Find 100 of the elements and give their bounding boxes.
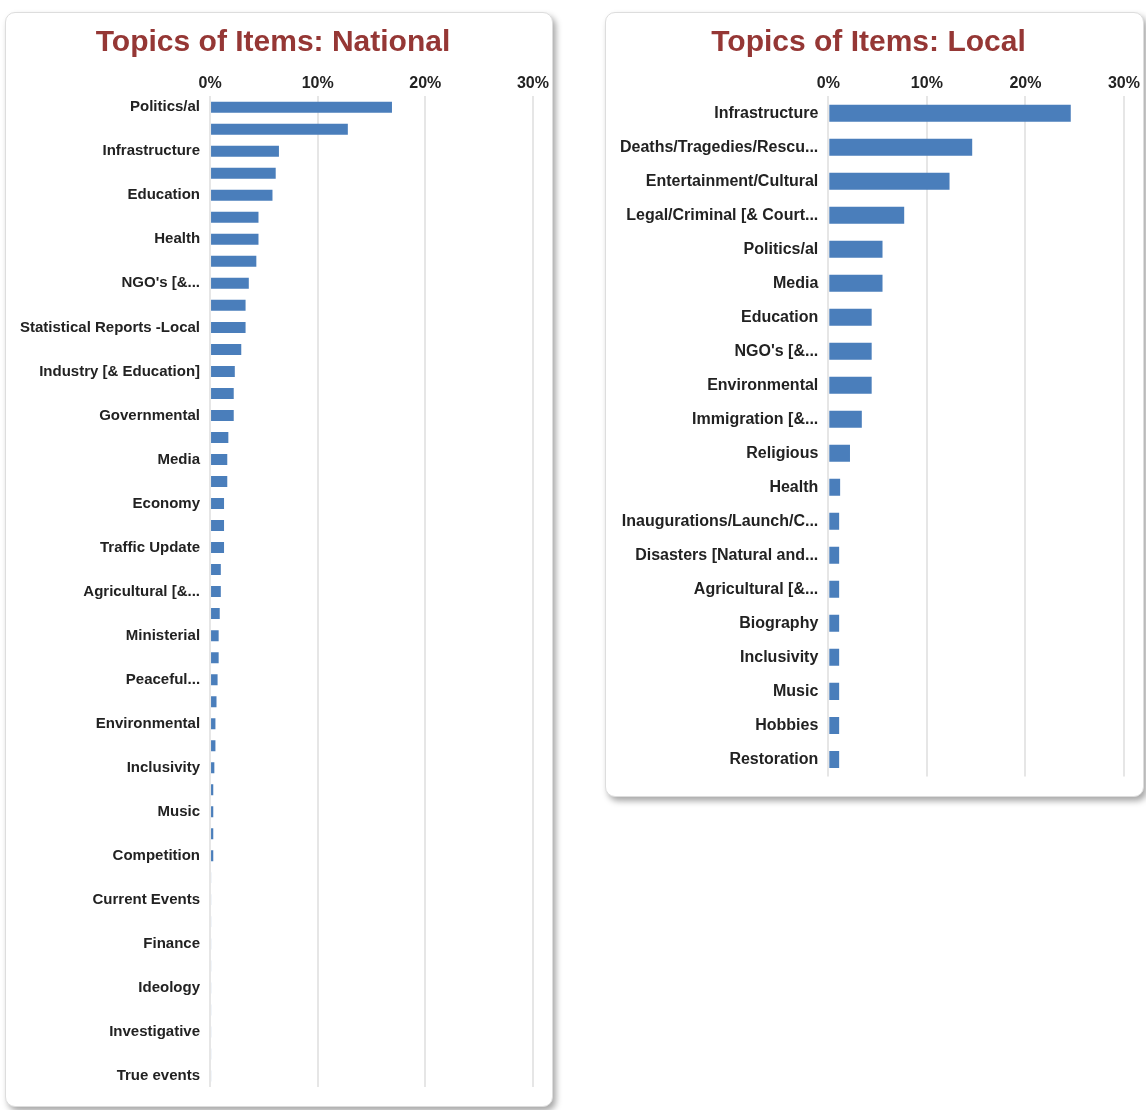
y-tick-label: Religious	[746, 443, 819, 461]
y-tick-label: Inclusivity	[740, 647, 819, 665]
bar	[211, 431, 229, 443]
bar	[829, 342, 872, 360]
bar	[211, 343, 242, 355]
bar	[829, 104, 1071, 122]
bar	[211, 762, 215, 774]
bar	[211, 255, 257, 267]
y-tick-label: NGO's [&...	[121, 273, 201, 291]
bar	[211, 167, 276, 179]
bar	[211, 453, 228, 465]
chart-title: Topics of Items: National	[95, 24, 451, 58]
bar	[211, 365, 235, 377]
y-tick-label: True events	[116, 1066, 201, 1084]
bar	[829, 376, 872, 394]
y-tick-label: Agricultural [&...	[83, 581, 201, 599]
bar	[211, 498, 225, 510]
y-tick-label: Disasters [Natural and...	[635, 545, 819, 563]
bar	[211, 476, 228, 488]
bar	[829, 546, 840, 564]
bar	[211, 409, 234, 421]
x-tick-label: 0%	[198, 74, 222, 92]
y-tick-label: Ideology	[138, 978, 201, 996]
bar	[211, 233, 259, 245]
bar	[829, 206, 905, 224]
y-tick-label: Music	[157, 801, 201, 819]
chart-title: Topics of Items: Local	[711, 24, 1026, 58]
x-tick-label: 20%	[409, 74, 442, 92]
y-tick-label: Statistical Reports -Local	[20, 317, 201, 335]
bar	[211, 674, 218, 686]
bar	[211, 123, 348, 135]
y-tick-label: Environmental	[707, 375, 819, 393]
bar	[829, 240, 883, 258]
bar	[829, 444, 850, 462]
bar	[829, 172, 950, 190]
y-tick-label: NGO's [&...	[734, 341, 819, 359]
bar	[211, 189, 273, 201]
bar	[211, 520, 225, 532]
bar	[829, 274, 883, 292]
bar	[829, 648, 840, 666]
bar	[211, 542, 225, 554]
y-tick-label: Media	[772, 273, 819, 291]
y-tick-label: Politics/al	[130, 97, 201, 115]
bar	[829, 750, 840, 768]
y-tick-label: Health	[769, 477, 819, 495]
y-tick-label: Economy	[132, 493, 201, 511]
y-tick-label: Environmental	[95, 713, 201, 731]
y-tick-label: Entertainment/Cultural	[645, 171, 819, 189]
bar	[829, 716, 840, 734]
y-tick-label: Education	[740, 307, 819, 325]
y-tick-label: Politics/al	[743, 239, 819, 257]
bar	[211, 387, 234, 399]
y-tick-label: Competition	[112, 845, 201, 863]
y-tick-label: Biography	[739, 613, 819, 631]
y-tick-label: Health	[154, 229, 201, 247]
y-tick-label: Traffic Update	[100, 537, 201, 555]
bar	[211, 608, 220, 620]
y-tick-label: Agricultural [&...	[693, 579, 819, 597]
y-tick-label: Immigration [&...	[692, 409, 819, 427]
y-tick-label: Ministerial	[125, 625, 201, 643]
bar	[211, 630, 219, 642]
x-tick-label: 20%	[1009, 74, 1042, 92]
y-tick-label: Music	[772, 681, 819, 699]
bar	[211, 718, 216, 730]
bar	[211, 211, 259, 223]
bar	[211, 696, 217, 708]
y-tick-label: Inclusivity	[126, 757, 201, 775]
y-tick-label: Industry [& Education]	[39, 361, 201, 379]
bar	[829, 614, 840, 632]
y-tick-label: Current Events	[92, 889, 201, 907]
bar	[211, 740, 216, 752]
x-tick-label: 30%	[1107, 74, 1140, 92]
bar	[829, 138, 973, 156]
y-tick-label: Media	[157, 449, 201, 467]
y-tick-label: Peaceful...	[125, 669, 201, 687]
bar	[829, 478, 841, 496]
bar	[211, 564, 221, 576]
y-tick-label: Investigative	[109, 1022, 201, 1040]
y-tick-label: Inaugurations/Launch/C...	[621, 511, 819, 529]
bar	[211, 277, 249, 289]
bar	[829, 308, 872, 326]
bar	[829, 410, 862, 428]
bar	[211, 299, 246, 311]
y-tick-label: Hobbies	[755, 715, 819, 733]
bar	[829, 580, 840, 598]
y-tick-label: Finance	[143, 934, 201, 952]
x-tick-label: 30%	[516, 74, 549, 92]
bar	[829, 682, 840, 700]
x-tick-label: 10%	[910, 74, 943, 92]
y-tick-label: Legal/Criminal [& Court...	[626, 205, 819, 223]
bar	[211, 101, 392, 113]
y-tick-label: Restoration	[729, 749, 819, 767]
y-tick-label: Education	[127, 185, 201, 203]
y-tick-label: Infrastructure	[714, 103, 819, 121]
y-tick-label: Infrastructure	[102, 141, 201, 159]
bar	[829, 512, 840, 530]
y-tick-label: Deaths/Tragedies/Rescu...	[619, 137, 819, 155]
bar	[211, 586, 221, 598]
y-tick-label: Governmental	[99, 405, 201, 423]
x-tick-label: 0%	[816, 74, 840, 92]
